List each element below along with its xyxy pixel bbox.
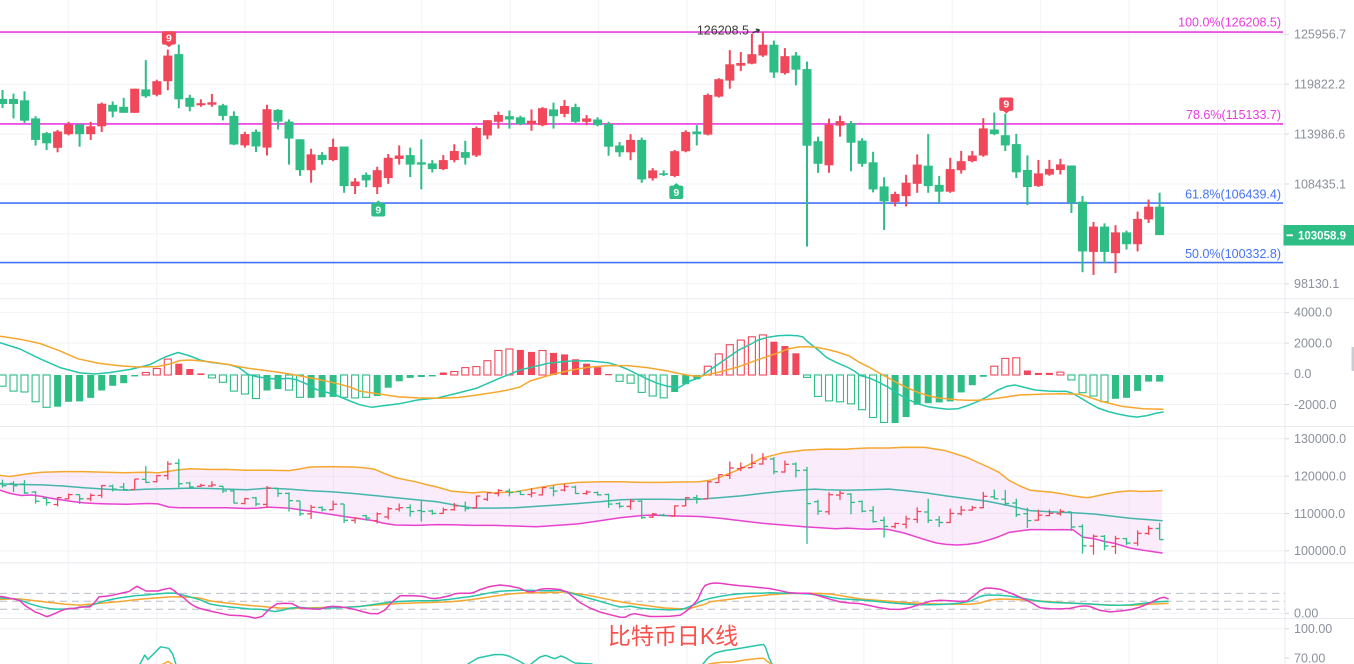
svg-text:70.00: 70.00 bbox=[1294, 651, 1325, 664]
svg-text:50.0%(100332.8): 50.0%(100332.8) bbox=[1185, 247, 1281, 261]
svg-text:9: 9 bbox=[375, 204, 381, 216]
svg-text:4000.0: 4000.0 bbox=[1294, 306, 1332, 320]
svg-text:9: 9 bbox=[1003, 99, 1009, 111]
svg-text:98130.1: 98130.1 bbox=[1294, 277, 1339, 291]
svg-text:-2000.0: -2000.0 bbox=[1294, 398, 1336, 412]
svg-text:9: 9 bbox=[673, 187, 679, 199]
svg-text:113986.6: 113986.6 bbox=[1294, 127, 1345, 141]
svg-text:125956.7: 125956.7 bbox=[1294, 28, 1346, 42]
svg-text:61.8%(106439.4): 61.8%(106439.4) bbox=[1185, 187, 1281, 201]
svg-text:130000.0: 130000.0 bbox=[1294, 432, 1346, 446]
svg-text:100.00: 100.00 bbox=[1294, 622, 1332, 636]
svg-text:108435.1: 108435.1 bbox=[1294, 177, 1346, 191]
svg-text:110000.0: 110000.0 bbox=[1294, 507, 1345, 521]
svg-text:119822.2: 119822.2 bbox=[1294, 78, 1345, 92]
svg-text:126208.5: 126208.5 bbox=[697, 24, 749, 38]
svg-text:100.0%(126208.5): 100.0%(126208.5) bbox=[1178, 16, 1281, 30]
svg-text:比特币日K线: 比特币日K线 bbox=[608, 623, 738, 649]
svg-text:100000.0: 100000.0 bbox=[1294, 544, 1346, 558]
svg-text:0.00: 0.00 bbox=[1294, 607, 1318, 621]
svg-text:2000.0: 2000.0 bbox=[1294, 336, 1332, 350]
svg-text:120000.0: 120000.0 bbox=[1294, 470, 1346, 484]
svg-text:78.6%(115133.7): 78.6%(115133.7) bbox=[1186, 108, 1281, 122]
svg-text:103058.9: 103058.9 bbox=[1298, 231, 1346, 243]
svg-text:0.0: 0.0 bbox=[1294, 367, 1311, 381]
svg-text:9: 9 bbox=[166, 32, 172, 44]
